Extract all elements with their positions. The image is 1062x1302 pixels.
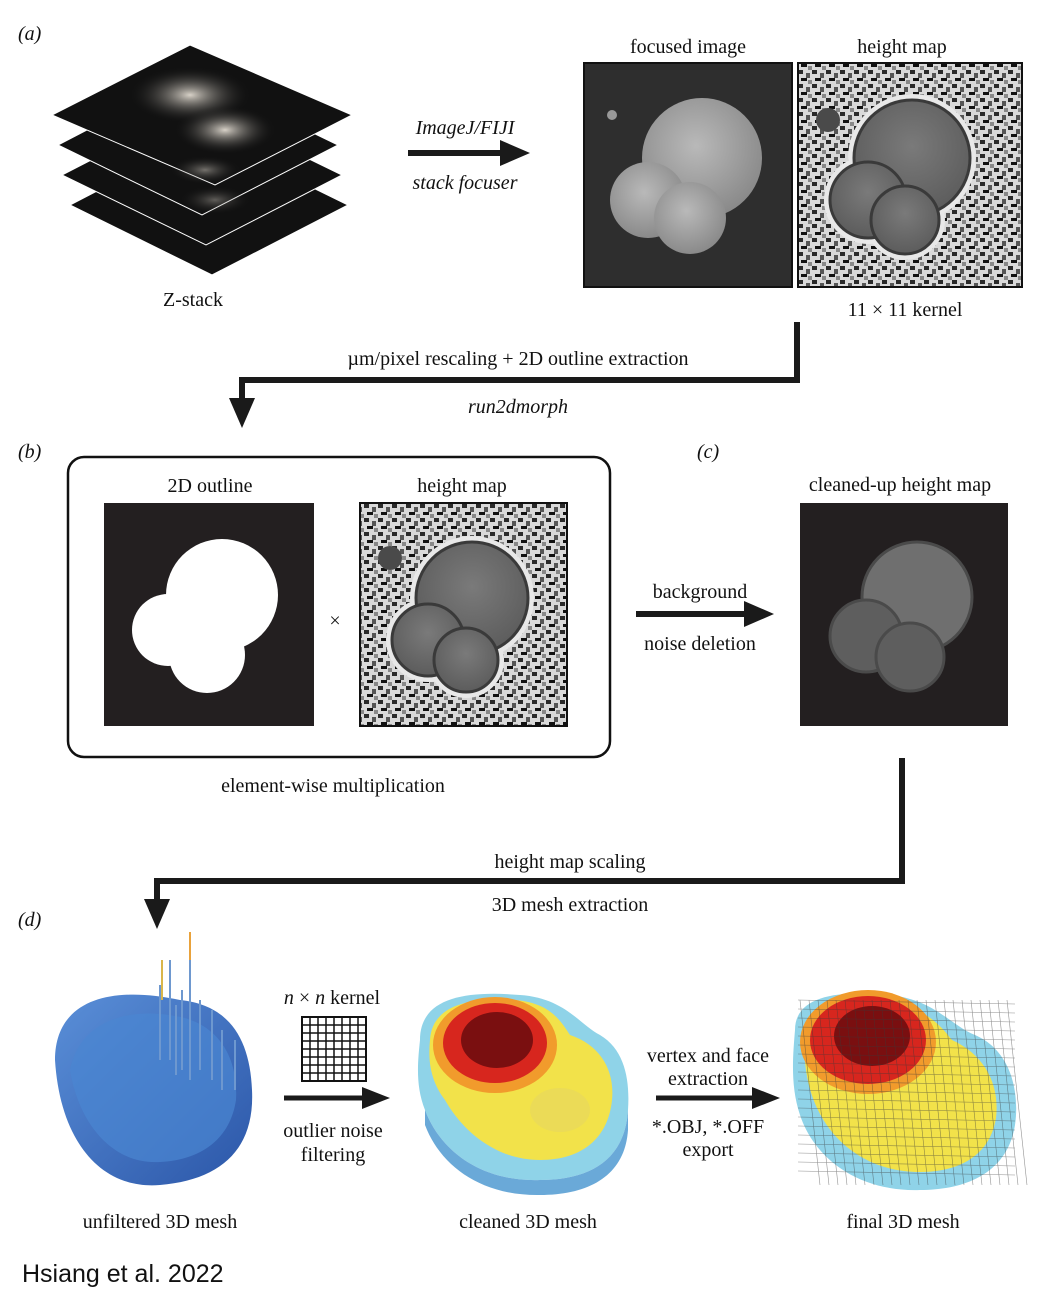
mesh-wire-line — [797, 999, 1016, 1005]
filter-label-line2: filtering — [301, 1144, 365, 1166]
mesh-wire-line — [797, 1170, 1016, 1176]
mesh-wire-line — [799, 999, 821, 1186]
n-kernel-label: n × n kernel — [284, 987, 381, 1009]
mesh-wire-line — [797, 1134, 1016, 1140]
mesh-wire-line — [943, 999, 965, 1186]
cleaned-mesh-label: cleaned 3D mesh — [459, 1211, 597, 1233]
mesh-wire-line — [797, 1008, 1016, 1014]
panel-a-tag: (a) — [18, 23, 42, 45]
multiplication-box — [66, 455, 612, 759]
mesh-wire-line — [970, 999, 992, 1186]
mesh-wire-line — [871, 999, 893, 1186]
connector-1-arrow — [229, 322, 800, 428]
mesh-wire-line — [797, 1053, 1016, 1059]
height-map-a — [797, 62, 1023, 288]
z-stack-illustration — [50, 44, 354, 276]
arrow-a — [408, 140, 530, 166]
vertex-face-label-line2: extraction — [668, 1068, 748, 1090]
height-map-a-label: height map — [857, 36, 946, 58]
mesh-wire-line — [797, 1035, 1016, 1041]
mesh-wire-line — [797, 1017, 1016, 1023]
credit-text: Hsiang et al. 2022 — [22, 1260, 224, 1288]
export-label-line1: *.OBJ, *.OFF — [652, 1116, 764, 1138]
mesh-wire-line — [797, 1161, 1016, 1167]
final-mesh — [792, 990, 1028, 1191]
unfiltered-mesh-label: unfiltered 3D mesh — [83, 1211, 237, 1233]
mesh-wire-line — [979, 999, 1001, 1186]
mesh-wire-line — [889, 999, 911, 1186]
mesh-wire-line — [898, 999, 920, 1186]
mesh-wire-line — [862, 999, 884, 1186]
height-map-b-label: height map — [417, 475, 506, 497]
vertex-face-label-line1: vertex and face — [647, 1045, 769, 1067]
filter-label-line1: outlier noise — [283, 1120, 383, 1142]
arrow-filter — [284, 1087, 390, 1109]
n-kernel-rest: kernel — [325, 987, 380, 1009]
unfiltered-mesh — [55, 932, 253, 1186]
connector-1-bottom-label: run2dmorph — [468, 396, 568, 418]
connector-2-top-label: height map scaling — [494, 851, 645, 873]
height-map-b — [359, 502, 568, 727]
outline-label: 2D outline — [168, 475, 253, 497]
kernel-11-label: 11 × 11 kernel — [848, 299, 963, 321]
panel-d-tag: (d) — [18, 909, 42, 931]
mesh-wire-line — [797, 1026, 1016, 1032]
export-label-line2: export — [682, 1139, 734, 1161]
arrow-export — [656, 1087, 780, 1109]
connector-1-top-label: µm/pixel rescaling + 2D outline extracti… — [347, 348, 688, 370]
mesh-wire-line — [797, 1071, 1016, 1077]
mesh-wire-line — [826, 999, 848, 1186]
cleaned-mesh — [417, 993, 629, 1196]
arrow-a-bottom-label: stack focuser — [413, 172, 518, 194]
times-symbol: × — [329, 610, 340, 632]
cleaned-height-map-label: cleaned-up height map — [809, 474, 991, 496]
cleaned-height-map — [800, 503, 1008, 726]
connector-2-bottom-label: 3D mesh extraction — [492, 894, 649, 916]
arrow-bc-bottom-label: noise deletion — [644, 633, 756, 655]
kernel-grid-icon — [301, 1016, 367, 1082]
final-mesh-label: final 3D mesh — [846, 1211, 959, 1233]
panel-b-tag: (b) — [18, 441, 42, 463]
outline-image — [104, 503, 314, 726]
mesh-wire-line — [961, 999, 983, 1186]
mesh-wire-line — [797, 1152, 1016, 1158]
mesh-wire-line — [797, 1107, 1016, 1113]
n-kernel-x: × — [294, 987, 315, 1009]
z-stack-label: Z-stack — [163, 289, 223, 311]
mesh-wire-line — [797, 1062, 1016, 1068]
arrow-bc-top-label: background — [653, 581, 747, 603]
mesh-wire-line — [797, 1080, 1016, 1086]
mesh-wire-line — [797, 1044, 1016, 1050]
focused-image-label: focused image — [630, 36, 746, 58]
n-kernel-n1: n — [284, 987, 294, 1009]
panel-c-tag: (c) — [697, 441, 720, 463]
mesh-wire-line — [797, 1125, 1016, 1131]
mesh-wire-line — [797, 1089, 1016, 1095]
arrow-a-top-label: ImageJ/FIJI — [415, 117, 516, 139]
mesh-wire-line — [797, 1143, 1016, 1149]
mesh-wire-line — [952, 999, 974, 1186]
connector-2-arrow — [144, 758, 905, 929]
mesh-wire-line — [880, 999, 902, 1186]
mesh-wire-line — [797, 1098, 1016, 1104]
n-kernel-n2: n — [315, 987, 325, 1009]
mesh-wire-line — [817, 999, 839, 1186]
mesh-wire-line — [808, 999, 830, 1186]
arrow-bc — [636, 601, 774, 627]
mesh-wire-line — [797, 1116, 1016, 1122]
element-wise-caption: element-wise multiplication — [221, 775, 445, 797]
focused-image — [583, 62, 793, 288]
